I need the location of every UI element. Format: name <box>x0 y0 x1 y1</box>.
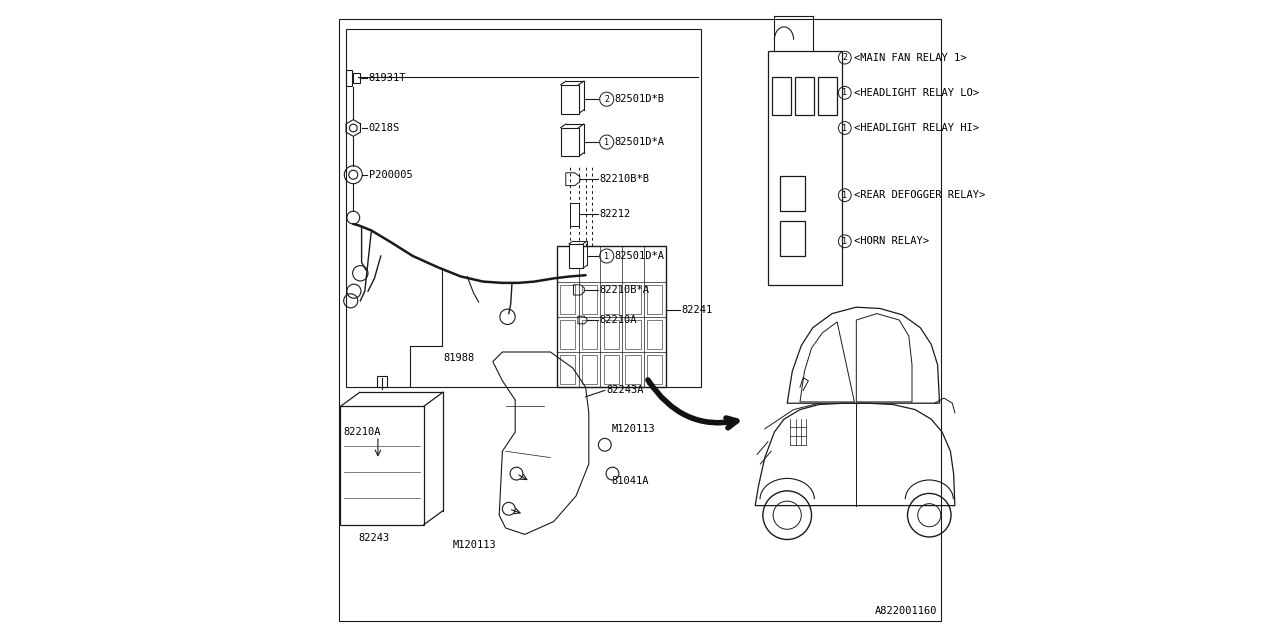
Text: 82210B*A: 82210B*A <box>599 285 649 295</box>
FancyArrowPatch shape <box>648 380 737 428</box>
Bar <box>604 320 620 349</box>
Bar <box>353 73 360 83</box>
Text: <REAR DEFOGGER RELAY>: <REAR DEFOGGER RELAY> <box>854 190 986 200</box>
Bar <box>795 77 814 115</box>
Text: A822001160: A822001160 <box>876 605 937 616</box>
Text: 82210B*B: 82210B*B <box>599 174 649 184</box>
Bar <box>581 355 596 384</box>
Text: <HEADLIGHT RELAY HI>: <HEADLIGHT RELAY HI> <box>854 123 979 133</box>
Bar <box>646 320 663 349</box>
Text: 1: 1 <box>604 252 609 260</box>
Text: 82501D*B: 82501D*B <box>614 94 664 104</box>
Text: 82241: 82241 <box>681 305 713 315</box>
Bar <box>646 355 663 384</box>
Bar <box>780 176 805 211</box>
Text: 0218S: 0218S <box>369 123 399 133</box>
Text: 82501D*A: 82501D*A <box>614 137 664 147</box>
Bar <box>604 285 620 314</box>
Bar <box>340 406 424 525</box>
Text: M120113: M120113 <box>453 540 497 550</box>
Bar <box>625 320 641 349</box>
Text: <HORN RELAY>: <HORN RELAY> <box>854 236 929 246</box>
Bar <box>561 128 579 157</box>
Bar <box>625 285 641 314</box>
Text: 1: 1 <box>842 124 847 132</box>
Text: 2: 2 <box>604 95 609 104</box>
Text: <MAIN FAN RELAY 1>: <MAIN FAN RELAY 1> <box>854 52 966 63</box>
Bar <box>557 246 666 387</box>
Bar <box>561 320 576 349</box>
Bar <box>561 285 576 314</box>
Bar <box>625 355 641 384</box>
Bar <box>561 85 579 114</box>
Text: 82210A: 82210A <box>599 315 636 325</box>
Bar <box>571 203 580 226</box>
Bar <box>772 77 791 115</box>
Text: <HEADLIGHT RELAY LO>: <HEADLIGHT RELAY LO> <box>854 88 979 98</box>
Bar <box>768 51 842 285</box>
Text: 81988: 81988 <box>444 353 475 364</box>
Text: M120113: M120113 <box>612 424 655 434</box>
Text: 82212: 82212 <box>599 209 630 220</box>
Bar <box>780 221 805 256</box>
Bar <box>346 29 701 387</box>
Text: 82210A: 82210A <box>343 428 381 438</box>
Bar <box>346 70 352 86</box>
Text: 1: 1 <box>842 191 847 200</box>
Text: 82243: 82243 <box>358 532 389 543</box>
Bar <box>561 355 576 384</box>
Bar <box>646 285 663 314</box>
Text: P200005: P200005 <box>369 170 412 180</box>
Text: 81931T: 81931T <box>369 73 406 83</box>
Text: 1: 1 <box>842 237 847 246</box>
Bar <box>581 285 596 314</box>
Text: 1: 1 <box>604 138 609 147</box>
Bar <box>581 320 596 349</box>
Text: 81041A: 81041A <box>612 476 649 486</box>
Bar <box>570 244 584 268</box>
Bar <box>376 376 387 387</box>
Text: 82501D*A: 82501D*A <box>614 251 664 261</box>
Bar <box>604 355 620 384</box>
Bar <box>818 77 837 115</box>
Text: 1: 1 <box>842 88 847 97</box>
Text: 2: 2 <box>842 53 847 62</box>
Text: 82243A: 82243A <box>607 385 644 396</box>
